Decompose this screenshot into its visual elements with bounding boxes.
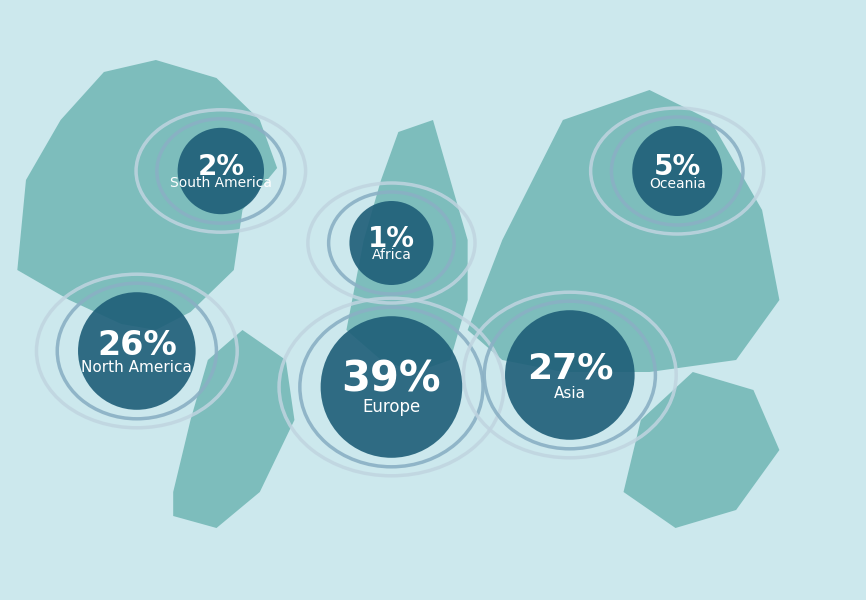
- Text: 27%: 27%: [527, 352, 613, 386]
- Text: Africa: Africa: [372, 248, 411, 262]
- Polygon shape: [346, 120, 468, 372]
- Ellipse shape: [505, 310, 635, 440]
- Polygon shape: [17, 60, 277, 330]
- Text: 1%: 1%: [368, 225, 415, 253]
- Text: Europe: Europe: [362, 398, 421, 416]
- Polygon shape: [468, 90, 779, 372]
- Text: North America: North America: [81, 360, 192, 375]
- Text: 2%: 2%: [197, 152, 244, 181]
- Ellipse shape: [632, 126, 722, 216]
- Text: South America: South America: [170, 176, 272, 190]
- Text: 5%: 5%: [654, 152, 701, 181]
- Polygon shape: [173, 330, 294, 528]
- Ellipse shape: [178, 128, 264, 214]
- Text: 26%: 26%: [97, 329, 177, 362]
- Text: 39%: 39%: [341, 359, 442, 401]
- Ellipse shape: [350, 201, 433, 285]
- Ellipse shape: [78, 292, 196, 410]
- Ellipse shape: [320, 316, 462, 458]
- Text: Oceania: Oceania: [649, 176, 706, 191]
- Text: Asia: Asia: [554, 386, 585, 401]
- Polygon shape: [624, 372, 779, 528]
